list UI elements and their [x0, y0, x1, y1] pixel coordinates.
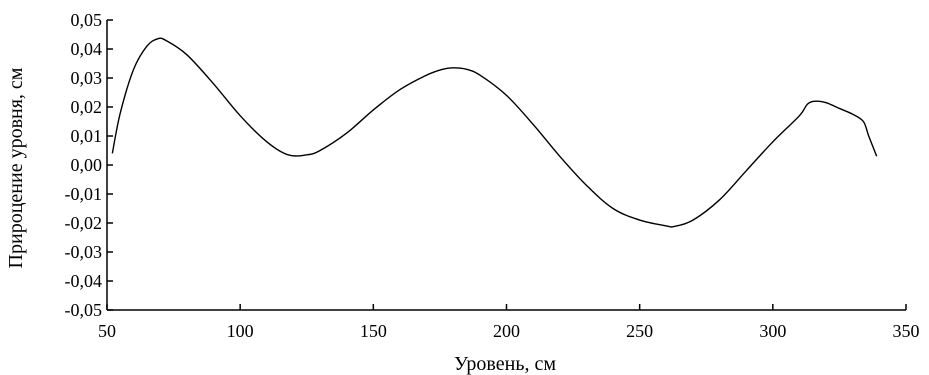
y-tick-label: -0,04 — [65, 271, 103, 291]
x-tick-label: 50 — [98, 321, 116, 341]
y-tick-label: -0,01 — [65, 184, 103, 204]
y-tick-label: 0,02 — [71, 97, 103, 117]
y-tick-label: -0,02 — [65, 213, 103, 233]
x-tick-label: 200 — [493, 321, 520, 341]
series-line-0 — [111, 37, 878, 228]
y-tick-label: 0,05 — [71, 10, 103, 30]
x-tick-label: 100 — [227, 321, 254, 341]
plot-area: 0,05 0,04 0,03 0,02 0,01 0,00 -0,01 -0,02 -0,03 -… — [65, 10, 920, 341]
x-tick-label: 350 — [893, 321, 920, 341]
x-tick-label: 250 — [626, 321, 653, 341]
x-axis-label: Уровень, см — [454, 353, 556, 375]
y-axis-label: Прироцение уровня, см — [5, 67, 27, 268]
y-tick-label: 0,00 — [71, 155, 103, 175]
y-tick-label: -0,05 — [65, 300, 103, 320]
x-tick-label: 300 — [759, 321, 786, 341]
y-tick-label: 0,01 — [71, 126, 103, 146]
x-tick-label: 150 — [360, 321, 387, 341]
y-tick-label: 0,04 — [71, 39, 103, 59]
y-tick-label: 0,03 — [71, 68, 103, 88]
y-tick-label: -0,03 — [65, 242, 103, 262]
